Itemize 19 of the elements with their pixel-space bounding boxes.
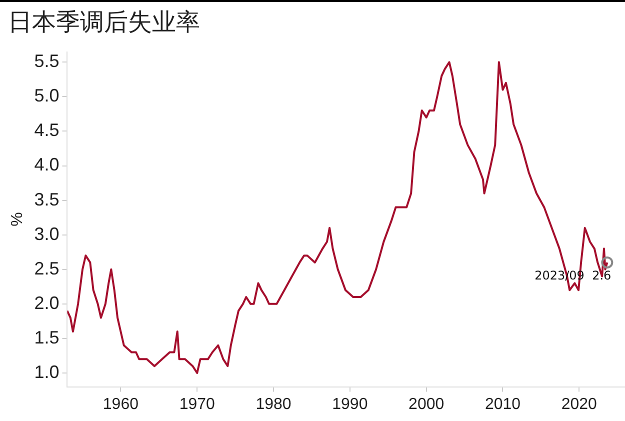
y-tick-label: 1.5 [34,327,60,348]
x-tick-label: 2020 [561,396,598,413]
y-tick-label: 5.5 [34,51,60,72]
x-tick-label: 2000 [408,396,444,413]
x-tick-label: 1980 [256,396,292,413]
chart-title: 日本季调后失业率 [0,0,625,38]
y-tick-label: 3.5 [34,189,60,210]
y-tick-label: 3.0 [34,224,60,244]
x-tick-label: 1990 [332,396,368,413]
y-tick-label: 4.0 [34,154,60,175]
y-axis-title: % [9,212,26,226]
y-tick-label: 1.0 [34,362,60,382]
y-tick-label: 4.5 [34,120,60,140]
x-tick-label: 2010 [484,396,521,413]
x-tick-label: 1970 [179,396,216,413]
y-tick-label: 5.0 [34,86,60,106]
y-tick-label: 2.0 [34,292,60,313]
x-tick-label: 1960 [102,396,139,413]
y-tick-label: 2.5 [34,258,60,278]
